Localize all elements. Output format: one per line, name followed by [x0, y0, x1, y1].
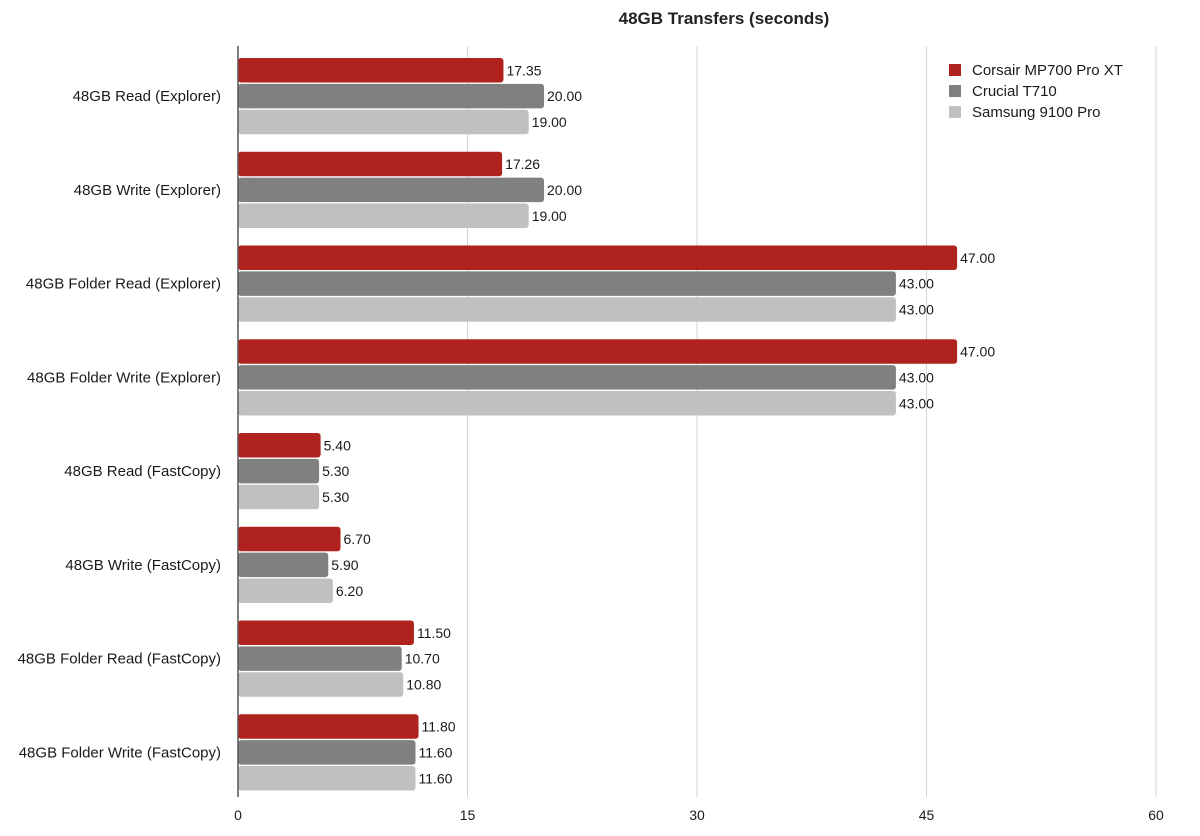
category-label: 48GB Folder Read (FastCopy): [18, 651, 221, 668]
category-label: 48GB Write (Explorer): [74, 182, 221, 199]
bar: [238, 672, 404, 697]
legend-swatch: [949, 106, 961, 118]
bar-value-label: 11.60: [418, 744, 452, 760]
x-tick-label: 60: [1148, 807, 1164, 823]
bar-value-label: 6.70: [344, 531, 371, 547]
bar-value-label: 5.30: [322, 489, 349, 505]
bar-value-label: 17.26: [505, 156, 540, 172]
bar-value-label: 43.00: [899, 276, 934, 292]
legend-label: Crucial T710: [972, 83, 1057, 100]
bar: [238, 766, 416, 791]
bar-value-label: 11.60: [418, 770, 452, 786]
legend: Corsair MP700 Pro XT Crucial T710 Samsung …: [949, 62, 1123, 121]
bar: [238, 365, 896, 390]
bar-value-label: 5.40: [324, 437, 351, 453]
legend-swatch: [949, 85, 961, 97]
bar: [238, 458, 320, 484]
bar-value-label: 11.50: [417, 625, 451, 641]
bar: [238, 620, 414, 645]
x-tick-label: 0: [234, 807, 242, 823]
bar: [238, 714, 419, 739]
bar-value-label: 10.70: [405, 651, 440, 667]
bar: [238, 109, 529, 135]
legend-swatch: [949, 64, 961, 76]
bar: [238, 740, 416, 765]
category-label: 48GB Write (FastCopy): [65, 557, 221, 574]
bar-value-label: 43.00: [899, 369, 934, 385]
bar-value-label: 47.00: [960, 344, 995, 360]
bar: [238, 391, 896, 416]
category-label: 48GB Folder Write (Explorer): [27, 369, 221, 386]
bar-value-label: 6.20: [336, 583, 363, 599]
legend-label: Corsair MP700 Pro XT: [972, 62, 1123, 79]
bar-value-label: 10.80: [406, 677, 441, 693]
x-tick-label: 45: [919, 807, 935, 823]
bar: [238, 203, 529, 229]
bar-value-label: 17.35: [506, 62, 541, 78]
bar-value-label: 19.00: [532, 208, 567, 224]
bar: [238, 526, 341, 552]
bar-value-label: 19.00: [532, 114, 567, 130]
bar-value-label: 43.00: [899, 302, 934, 318]
bar: [238, 58, 504, 83]
bar: [238, 177, 544, 203]
legend-label: Samsung 9100 Pro: [972, 104, 1100, 121]
bars-layer: [238, 58, 958, 791]
bar: [238, 83, 544, 109]
axis-layer: 0 15 30 45 60: [234, 46, 1164, 823]
bar: [238, 484, 320, 510]
bar: [238, 339, 958, 364]
bar-value-label: 20.00: [547, 88, 582, 104]
bar-value-label: 5.30: [322, 463, 349, 479]
bar: [238, 151, 503, 177]
bar-value-label: 43.00: [899, 395, 934, 411]
grid-layer: [467, 46, 1157, 797]
x-tick-label: 30: [689, 807, 705, 823]
bar: [238, 578, 333, 604]
bar: [238, 271, 896, 296]
bar: [238, 646, 402, 671]
chart-title: 48GB Transfers (seconds): [619, 9, 830, 28]
bar: [238, 552, 329, 578]
category-label: 48GB Read (Explorer): [73, 88, 221, 105]
category-label: 48GB Folder Read (Explorer): [26, 276, 221, 293]
bar: [238, 245, 958, 270]
category-label: 48GB Read (FastCopy): [64, 463, 221, 480]
bar: [238, 297, 896, 322]
bar-value-label: 47.00: [960, 250, 995, 266]
bar-value-label: 11.80: [422, 719, 456, 735]
x-tick-label: 15: [460, 807, 476, 823]
bar-value-label: 20.00: [547, 182, 582, 198]
bar-value-label: 5.90: [331, 557, 358, 573]
category-label: 48GB Folder Write (FastCopy): [19, 744, 221, 761]
bar: [238, 433, 321, 458]
labels-layer: 48GB Read (Explorer) 17.35 20.00 19.00 48GB …: [18, 62, 996, 786]
